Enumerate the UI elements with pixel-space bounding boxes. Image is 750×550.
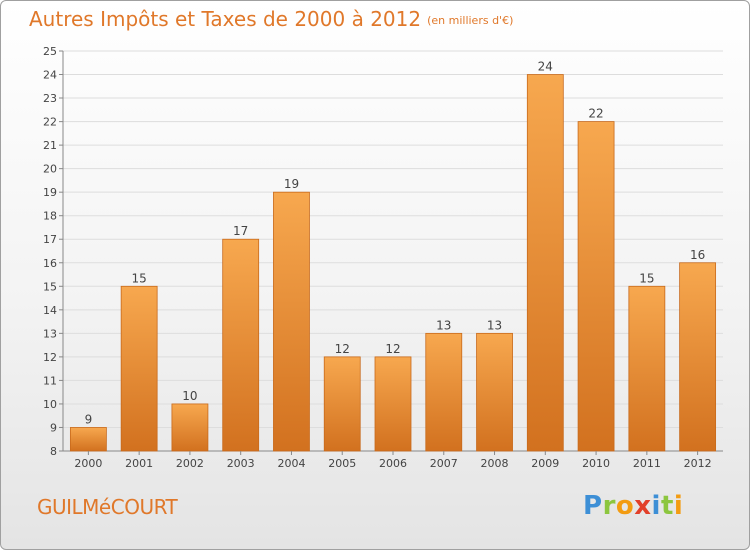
x-tick-label: 2005 [328,457,356,470]
y-tick-label: 24 [43,69,57,82]
y-tick-label: 22 [43,116,57,129]
y-tick-label: 10 [43,398,57,411]
y-tick-label: 25 [43,45,57,58]
x-tick-label: 2010 [582,457,610,470]
logo-letter: r [602,491,616,521]
x-tick-label: 2004 [277,457,305,470]
logo-letter: o [615,491,635,521]
bar [323,356,361,452]
y-tick-label: 19 [43,186,57,199]
x-tick-label: 2001 [125,457,153,470]
chart-unit: (en milliers d'€) [427,14,514,27]
chart-title-text: Autres Impôts et Taxes de 2000 à 2012 [29,7,422,31]
logo-letter: t [660,491,674,521]
logo-letter: i [651,491,661,521]
bar [222,238,260,452]
x-tick-label: 2000 [74,457,102,470]
bar [120,285,158,452]
bar [69,427,107,452]
y-tick-label: 15 [43,280,57,293]
y-tick-label: 17 [43,233,57,246]
x-tick-label: 2006 [379,457,407,470]
logo-letter: i [673,491,684,521]
data-label: 15 [132,271,147,285]
x-tick-label: 2007 [430,457,458,470]
data-labels: 9 15 10 17 19 12 12 13 13 24 22 15 16 [85,60,706,427]
y-tick-label: 9 [50,421,57,434]
data-label: 22 [588,107,603,121]
y-tick-label: 18 [43,210,57,223]
bar [679,262,717,452]
data-label: 15 [639,271,654,285]
y-tick-label: 11 [43,374,57,387]
bar [526,74,564,452]
data-label: 9 [85,412,93,426]
data-label: 17 [233,224,248,238]
y-tick-label: 13 [43,327,57,340]
chart-title: Autres Impôts et Taxes de 2000 à 2012 (en… [29,7,513,31]
x-tick-label: 2011 [633,457,661,470]
x-axis: 2000 2001 2002 2003 2004 2005 2006 2007 2008 2009… [74,451,712,470]
data-label: 13 [487,318,502,332]
y-tick-label: 8 [50,445,57,458]
commune-name: GUILMéCOURT [37,495,178,519]
bar [425,332,463,452]
x-tick-label: 2012 [684,457,712,470]
bar [171,403,209,452]
bar [374,356,412,452]
logo-letter: P [583,491,603,521]
x-tick-label: 2008 [481,457,509,470]
bar [628,285,666,452]
x-tick-label: 2009 [531,457,559,470]
y-tick-label: 20 [43,163,57,176]
bar [273,191,310,452]
x-tick-label: 2003 [227,457,255,470]
data-label: 16 [690,248,705,262]
y-tick-label: 21 [43,139,57,152]
bar [476,332,513,452]
data-label: 19 [284,177,299,191]
x-tick-label: 2002 [176,457,204,470]
data-label: 12 [385,342,400,356]
data-label: 10 [182,389,197,403]
bars [69,74,717,452]
bar [577,121,615,452]
logo-letter: x [634,491,652,521]
y-tick-label: 14 [43,304,57,317]
proxiti-logo[interactable]: Proxiti [583,491,683,521]
y-tick-label: 16 [43,257,57,270]
data-label: 13 [436,318,451,332]
y-tick-label: 23 [43,92,57,105]
data-label: 24 [538,60,553,74]
y-tick-label: 12 [43,351,57,364]
data-label: 12 [335,342,350,356]
